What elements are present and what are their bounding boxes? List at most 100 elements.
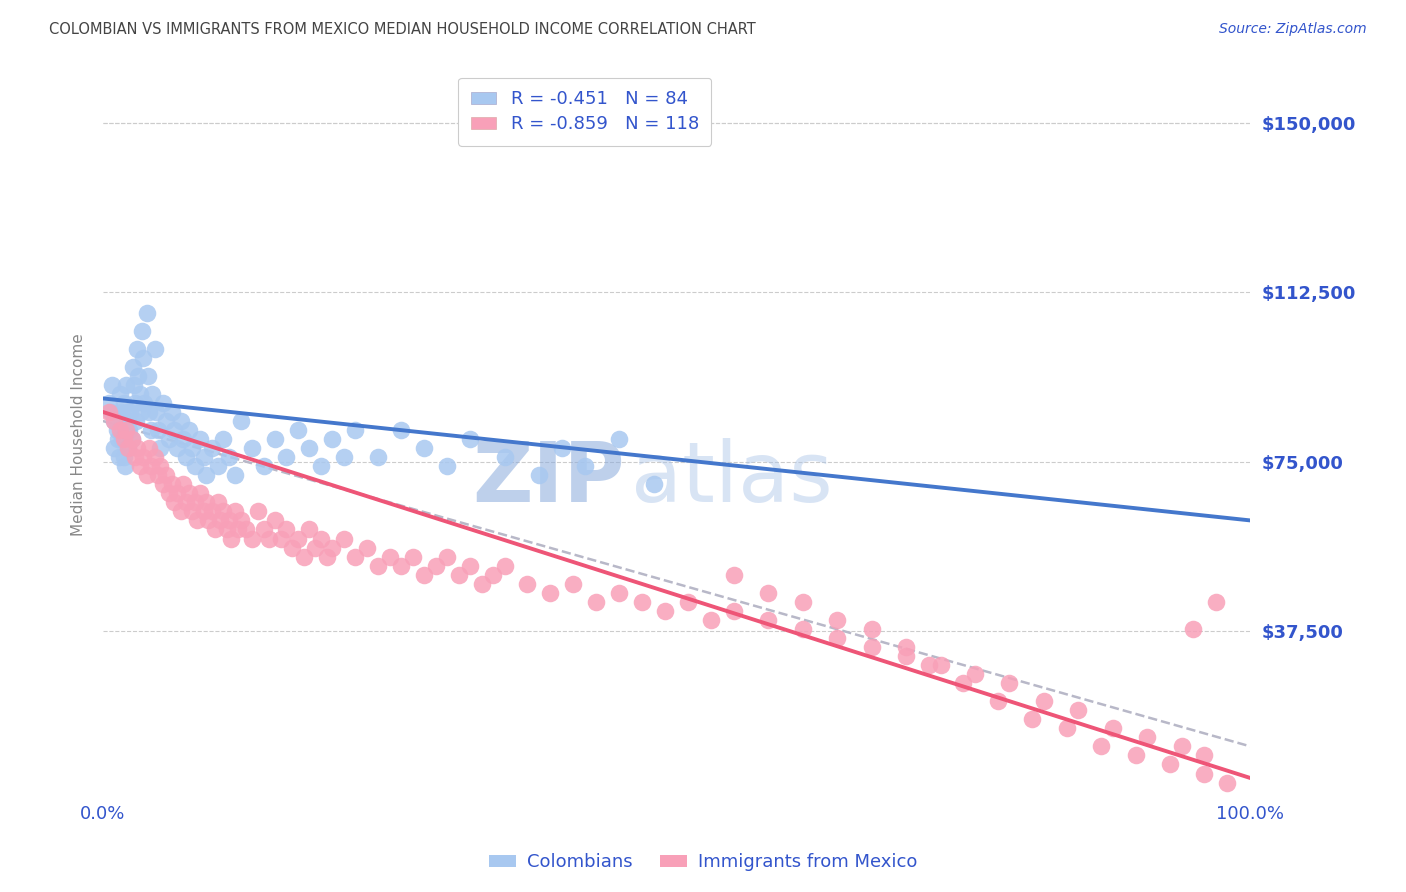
Point	[195, 495, 218, 509]
Point	[929, 658, 952, 673]
Point	[1194, 766, 1216, 780]
Point	[607, 586, 630, 600]
Point	[143, 450, 166, 465]
Point	[105, 423, 128, 437]
Point	[136, 368, 159, 383]
Point	[758, 586, 780, 600]
Point	[135, 468, 157, 483]
Point	[264, 513, 287, 527]
Point	[193, 504, 215, 518]
Text: COLOMBIAN VS IMMIGRANTS FROM MEXICO MEDIAN HOUSEHOLD INCOME CORRELATION CHART: COLOMBIAN VS IMMIGRANTS FROM MEXICO MEDI…	[49, 22, 756, 37]
Point	[122, 377, 145, 392]
Point	[111, 432, 134, 446]
Point	[190, 486, 212, 500]
Point	[124, 396, 146, 410]
Point	[163, 495, 186, 509]
Point	[186, 513, 208, 527]
Point	[115, 377, 138, 392]
Point	[1182, 622, 1205, 636]
Point	[458, 558, 481, 573]
Point	[218, 513, 240, 527]
Point	[115, 405, 138, 419]
Point	[128, 459, 150, 474]
Point	[367, 558, 389, 573]
Point	[574, 459, 596, 474]
Point	[190, 432, 212, 446]
Point	[963, 667, 986, 681]
Point	[309, 532, 332, 546]
Point	[204, 523, 226, 537]
Point	[276, 523, 298, 537]
Point	[585, 595, 607, 609]
Point	[183, 495, 205, 509]
Point	[160, 405, 183, 419]
Point	[292, 549, 315, 564]
Point	[298, 441, 321, 455]
Point	[166, 486, 188, 500]
Point	[117, 414, 139, 428]
Point	[149, 459, 172, 474]
Point	[139, 459, 162, 474]
Point	[146, 468, 169, 483]
Point	[389, 423, 412, 437]
Point	[132, 450, 155, 465]
Point	[108, 414, 131, 428]
Legend: Colombians, Immigrants from Mexico: Colombians, Immigrants from Mexico	[482, 847, 924, 879]
Point	[952, 676, 974, 690]
Point	[1159, 757, 1181, 772]
Point	[356, 541, 378, 555]
Point	[181, 441, 204, 455]
Point	[516, 576, 538, 591]
Point	[132, 351, 155, 365]
Point	[107, 432, 129, 446]
Point	[138, 441, 160, 455]
Point	[127, 441, 149, 455]
Point	[128, 387, 150, 401]
Point	[112, 396, 135, 410]
Point	[118, 423, 141, 437]
Point	[127, 342, 149, 356]
Point	[287, 423, 309, 437]
Point	[860, 622, 883, 636]
Point	[723, 604, 745, 618]
Point	[333, 532, 356, 546]
Point	[321, 432, 343, 446]
Point	[1090, 739, 1112, 754]
Point	[700, 613, 723, 627]
Point	[172, 477, 194, 491]
Point	[1216, 775, 1239, 789]
Point	[246, 504, 269, 518]
Point	[562, 576, 585, 591]
Point	[389, 558, 412, 573]
Point	[1170, 739, 1192, 754]
Text: ZIP: ZIP	[472, 438, 626, 519]
Point	[758, 613, 780, 627]
Point	[149, 441, 172, 455]
Point	[1125, 748, 1147, 763]
Point	[170, 504, 193, 518]
Point	[676, 595, 699, 609]
Point	[827, 631, 849, 645]
Point	[894, 648, 917, 663]
Point	[527, 468, 550, 483]
Point	[110, 405, 132, 419]
Point	[860, 640, 883, 654]
Y-axis label: Median Household Income: Median Household Income	[72, 334, 86, 536]
Point	[174, 495, 197, 509]
Point	[482, 567, 505, 582]
Point	[108, 423, 131, 437]
Point	[115, 423, 138, 437]
Point	[146, 423, 169, 437]
Point	[235, 523, 257, 537]
Point	[159, 486, 181, 500]
Point	[1101, 721, 1123, 735]
Point	[987, 694, 1010, 708]
Point	[224, 468, 246, 483]
Point	[172, 432, 194, 446]
Point	[174, 450, 197, 465]
Point	[252, 523, 274, 537]
Point	[402, 549, 425, 564]
Point	[120, 405, 142, 419]
Point	[170, 414, 193, 428]
Point	[197, 513, 219, 527]
